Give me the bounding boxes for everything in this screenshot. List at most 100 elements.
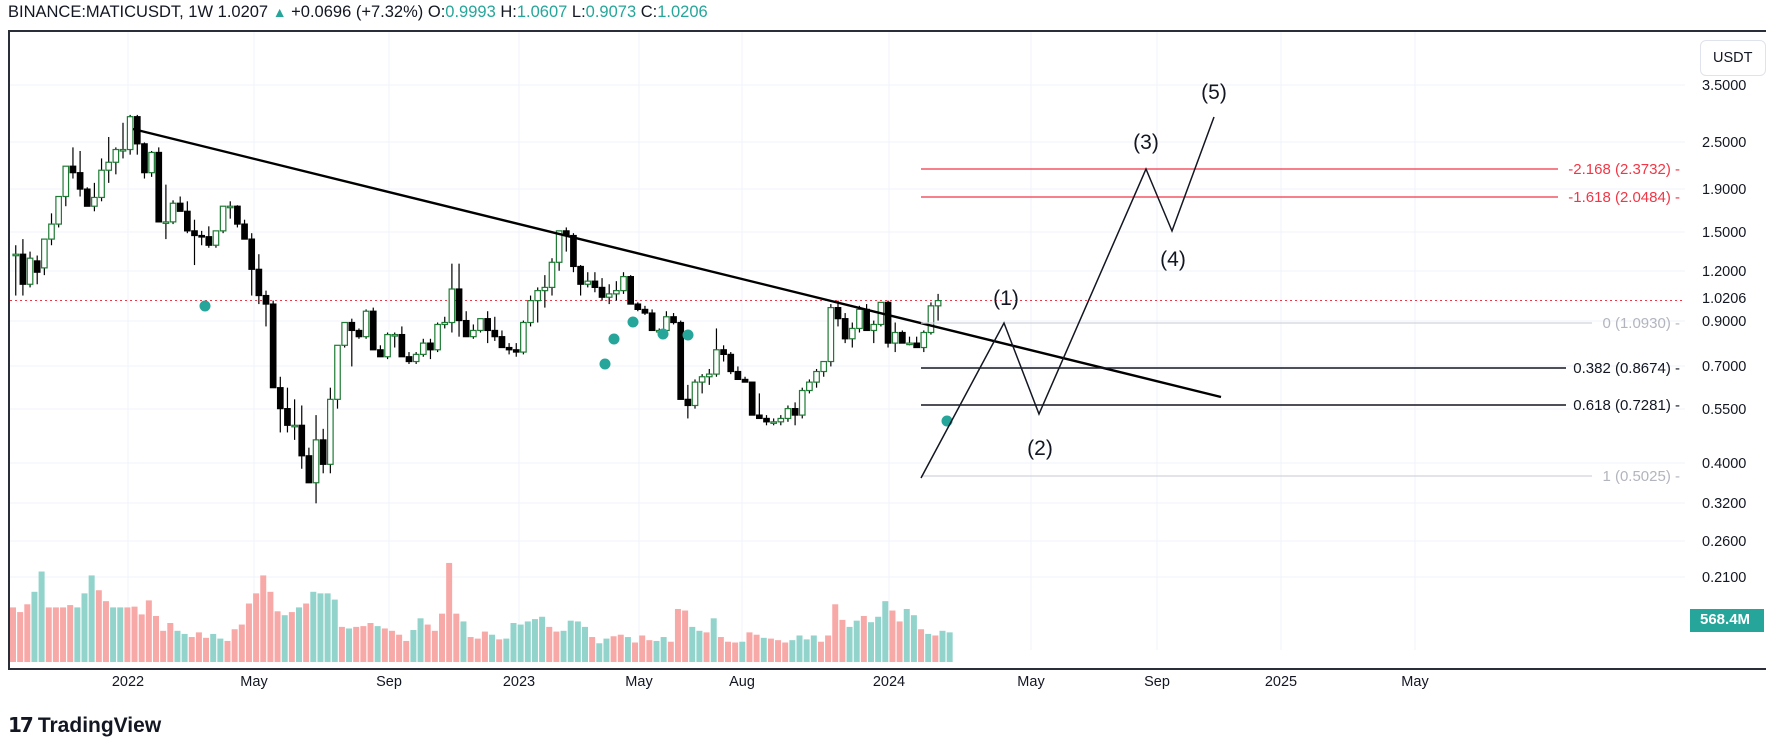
candle-up[interactable] — [520, 321, 527, 353]
candle-down[interactable] — [241, 223, 248, 240]
candle-down[interactable] — [677, 321, 685, 400]
candle-up[interactable] — [698, 376, 706, 383]
candle-up[interactable] — [477, 318, 484, 332]
candle-down[interactable] — [198, 234, 205, 238]
candle-down[interactable] — [155, 151, 163, 223]
candle-up[interactable] — [112, 148, 120, 163]
candle-up[interactable] — [434, 323, 441, 351]
candle-down[interactable] — [69, 165, 77, 174]
candle-up[interactable] — [848, 327, 856, 340]
candle-up[interactable] — [327, 398, 334, 465]
candle-down[interactable] — [634, 303, 642, 311]
candle-up[interactable] — [12, 253, 20, 257]
symbol-title[interactable]: BINANCE:MATICUSDT, 1W — [8, 3, 214, 21]
candle-down[interactable] — [684, 398, 692, 407]
candle-down[interactable] — [205, 236, 213, 246]
candle-down[interactable] — [427, 342, 434, 351]
candle-up[interactable] — [441, 321, 449, 326]
candle-down[interactable] — [763, 417, 770, 423]
candle-up[interactable] — [705, 373, 713, 378]
candle-up[interactable] — [62, 165, 70, 198]
candle-up[interactable] — [534, 290, 542, 302]
candle-down[interactable] — [505, 346, 513, 351]
candle-up[interactable] — [419, 342, 427, 355]
candle-up[interactable] — [927, 305, 935, 334]
candle-up[interactable] — [541, 286, 549, 292]
candle-down[interactable] — [884, 301, 892, 344]
candle-up[interactable] — [798, 389, 806, 416]
candle-up[interactable] — [527, 300, 534, 324]
descending-trendline[interactable] — [132, 127, 1222, 399]
candle-up[interactable] — [584, 280, 592, 285]
candle-down[interactable] — [19, 253, 27, 285]
candle-down[interactable] — [298, 424, 306, 457]
candle-up[interactable] — [856, 308, 863, 330]
candle-down[interactable] — [577, 265, 584, 285]
candle-up[interactable] — [291, 424, 298, 428]
candle-up[interactable] — [412, 353, 420, 363]
candle-down[interactable] — [734, 370, 742, 381]
candle-up[interactable] — [148, 151, 155, 174]
candle-down[interactable] — [355, 329, 363, 338]
candle-down[interactable] — [863, 308, 870, 332]
candle-down[interactable] — [741, 378, 749, 383]
candle-down[interactable] — [76, 172, 84, 190]
candle-down[interactable] — [284, 408, 291, 426]
candle-down[interactable] — [841, 318, 849, 340]
candle-down[interactable] — [913, 342, 921, 349]
candle-up[interactable] — [605, 293, 613, 298]
candle-up[interactable] — [384, 333, 391, 358]
candle-down[interactable] — [348, 321, 356, 332]
candle-up[interactable] — [312, 439, 320, 484]
candle-up[interactable] — [827, 307, 835, 363]
candle-up[interactable] — [548, 261, 556, 289]
elliott-wave-path[interactable] — [920, 116, 1215, 479]
tradingview-logo[interactable]: 𝟭𝟳 TradingView — [8, 713, 161, 738]
candle-up[interactable] — [663, 316, 670, 332]
candle-down[interactable] — [484, 318, 491, 332]
candle-up[interactable] — [691, 381, 699, 407]
candle-up[interactable] — [212, 230, 220, 246]
candle-up[interactable] — [784, 408, 792, 420]
candle-up[interactable] — [119, 148, 127, 152]
candle-up[interactable] — [105, 161, 113, 171]
candle-up[interactable] — [448, 288, 456, 324]
candle-down[interactable] — [369, 310, 377, 351]
candle-down[interactable] — [141, 143, 148, 174]
candle-up[interactable] — [820, 360, 828, 373]
candle-down[interactable] — [455, 288, 463, 322]
candle-up[interactable] — [555, 230, 563, 263]
candle-down[interactable] — [319, 439, 327, 465]
candle-up[interactable] — [91, 196, 98, 207]
candle-down[interactable] — [727, 353, 735, 373]
candle-up[interactable] — [920, 331, 928, 349]
candle-down[interactable] — [176, 202, 184, 212]
candle-down[interactable] — [462, 319, 470, 338]
candle-up[interactable] — [777, 417, 785, 423]
candle-down[interactable] — [191, 230, 198, 237]
candle-down[interactable] — [627, 276, 635, 305]
candle-up[interactable] — [226, 205, 234, 209]
candle-down[interactable] — [720, 349, 727, 355]
currency-unit-button[interactable]: USDT — [1700, 40, 1766, 76]
candle-down[interactable] — [791, 408, 799, 416]
candle-up[interactable] — [126, 116, 134, 151]
candle-up[interactable] — [891, 331, 899, 344]
candle-up[interactable] — [26, 257, 34, 285]
candle-up[interactable] — [620, 276, 627, 292]
candle-up[interactable] — [55, 195, 63, 225]
candle-up[interactable] — [470, 329, 477, 338]
candle-down[interactable] — [591, 280, 599, 289]
candle-up[interactable] — [40, 238, 48, 269]
candle-down[interactable] — [670, 316, 677, 324]
candle-down[interactable] — [234, 205, 241, 225]
candle-down[interactable] — [570, 234, 577, 268]
candle-down[interactable] — [276, 387, 284, 410]
candle-down[interactable] — [305, 455, 313, 484]
candle-down[interactable] — [255, 268, 263, 297]
candle-down[interactable] — [648, 312, 656, 332]
candle-up[interactable] — [813, 370, 820, 383]
candle-down[interactable] — [641, 308, 649, 314]
candle-down[interactable] — [248, 238, 256, 270]
